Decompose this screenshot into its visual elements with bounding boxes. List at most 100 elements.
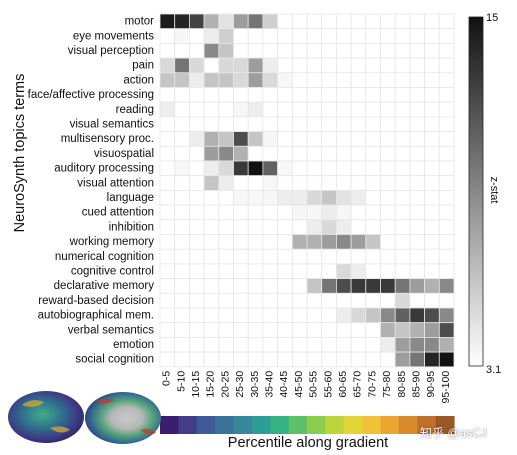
heatmap-cell (262, 145, 278, 162)
heatmap-cell (335, 28, 352, 44)
heatmap-cell (335, 72, 352, 88)
heatmap-cell (321, 219, 337, 235)
heatmap-cell (409, 278, 425, 294)
gradient-strip-segment (417, 416, 437, 434)
heatmap-cell (159, 307, 176, 324)
heatmap-cell (424, 28, 440, 44)
heatmap-cell (394, 234, 411, 250)
heatmap-cell (438, 145, 455, 162)
column-label: 50-55 (308, 371, 320, 398)
colorbar-max-label: 15 (486, 12, 498, 24)
heatmap-cell (159, 160, 176, 177)
heatmap-cell (233, 116, 249, 133)
heatmap-cell (424, 204, 440, 221)
heatmap-cell (365, 87, 381, 103)
heatmap-cell (350, 189, 367, 206)
heatmap-cell (159, 57, 176, 74)
heatmap-cell (350, 101, 367, 118)
heatmap-cell (233, 336, 249, 353)
heatmap-cell (233, 57, 249, 74)
heatmap-cell (233, 248, 249, 265)
heatmap-cell (233, 145, 249, 162)
heatmap-cell (306, 43, 323, 59)
heatmap-cell (306, 336, 323, 353)
heatmap-cell (188, 248, 205, 265)
heatmap-cell (350, 234, 367, 250)
heatmap-cell (350, 160, 367, 177)
heatmap-cell (291, 189, 308, 206)
heatmap-cell (365, 351, 381, 368)
heatmap-cell (306, 87, 323, 103)
column-label: 5-10 (175, 371, 187, 392)
heatmap-cell (350, 307, 367, 324)
heatmap-cell (321, 292, 337, 309)
heatmap-cell (203, 189, 220, 206)
heatmap-cell (203, 43, 220, 59)
heatmap-cell (365, 131, 381, 147)
heatmap-cell (409, 43, 425, 59)
brain-surface-images (8, 391, 161, 444)
heatmap-cell (380, 72, 396, 88)
heatmap-cell (394, 160, 411, 177)
heatmap-cell (203, 13, 220, 30)
heatmap-cell (291, 160, 308, 177)
gradient-strip-segment (160, 416, 179, 434)
heatmap-cell (438, 116, 455, 133)
heatmap-cell (380, 87, 396, 103)
heatmap-cell (335, 101, 352, 118)
heatmap-cell (424, 72, 440, 88)
heatmap-cell (174, 204, 190, 221)
row-label: reward-based decision (38, 295, 154, 307)
heatmap-cell (350, 278, 367, 294)
heatmap-cell (380, 160, 396, 177)
heatmap-cell (335, 307, 352, 324)
row-label: cognitive control (71, 265, 154, 277)
heatmap-cell (306, 116, 323, 133)
heatmap-cell (380, 101, 396, 118)
heatmap-cell (203, 72, 220, 88)
heatmap-cell (438, 219, 455, 235)
heatmap-cell (424, 278, 440, 294)
heatmap-cell (218, 248, 234, 265)
row-label: working memory (69, 236, 155, 248)
heatmap-cell (335, 278, 352, 294)
heatmap-cell (159, 72, 176, 88)
heatmap-cell (203, 219, 220, 235)
heatmap-cell (159, 219, 176, 235)
heatmap-cell (394, 72, 411, 88)
heatmap-cell (394, 116, 411, 133)
heatmap-cell (438, 189, 455, 206)
heatmap-cell (335, 322, 352, 338)
heatmap-cell (438, 87, 455, 103)
row-label: language (107, 192, 154, 204)
heatmap-cell (365, 278, 381, 294)
heatmap-cell (409, 234, 425, 250)
heatmap-cell (335, 87, 352, 103)
heatmap-cell (262, 263, 278, 279)
heatmap-cell (277, 145, 293, 162)
gradient-strip-segment (251, 416, 271, 434)
brain-lateral-highlight (22, 400, 70, 433)
heatmap-cell (188, 116, 205, 133)
heatmap-cell (174, 116, 190, 133)
heatmap-cell (159, 101, 176, 118)
heatmap-cell (262, 307, 278, 324)
heatmap-cell (321, 101, 337, 118)
heatmap-cell (335, 189, 352, 206)
heatmap-cell (262, 28, 278, 44)
heatmap-cell (218, 234, 234, 250)
heatmap-cell (174, 189, 190, 206)
heatmap-cell (247, 13, 264, 30)
heatmap-cell (174, 57, 190, 74)
heatmap-cell (188, 160, 205, 177)
heatmap-cell (262, 160, 278, 177)
heatmap-cell (233, 307, 249, 324)
heatmap-cell (365, 13, 381, 30)
column-label: 45-50 (293, 371, 305, 398)
heatmap-cell (409, 204, 425, 221)
heatmap-cell (233, 219, 249, 235)
heatmap-cell (394, 87, 411, 103)
heatmap-cell (277, 292, 293, 309)
heatmap-cell (277, 13, 293, 30)
